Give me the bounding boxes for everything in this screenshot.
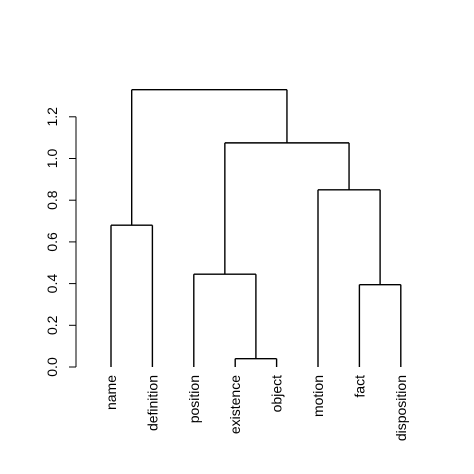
y-tick-label: 0.8 [44, 190, 60, 210]
y-ticks: 0.0 0.2 0.4 0.6 0.8 1.0 1.2 [44, 107, 76, 377]
leaf-label-object: object [269, 375, 285, 412]
leaf-label-definition: definition [144, 375, 160, 431]
leaf-labels: name definition position existence object mot… [103, 375, 409, 441]
y-tick-label: 0.0 [44, 357, 60, 377]
y-tick-label: 0.6 [44, 232, 60, 252]
y-tick-label: 0.4 [44, 274, 60, 294]
y-tick-label: 1.2 [44, 107, 60, 127]
leaf-label-name: name [103, 375, 119, 410]
dendrogram-links [110, 88, 402, 367]
leaf-label-position: position [186, 375, 202, 423]
y-tick-label: 0.2 [44, 315, 60, 335]
y-tick-label: 1.0 [44, 149, 60, 169]
leaf-label-motion: motion [310, 375, 326, 417]
leaf-label-disposition: disposition [393, 375, 409, 441]
leaf-label-fact: fact [351, 375, 367, 398]
leaf-label-existence: existence [227, 375, 243, 434]
